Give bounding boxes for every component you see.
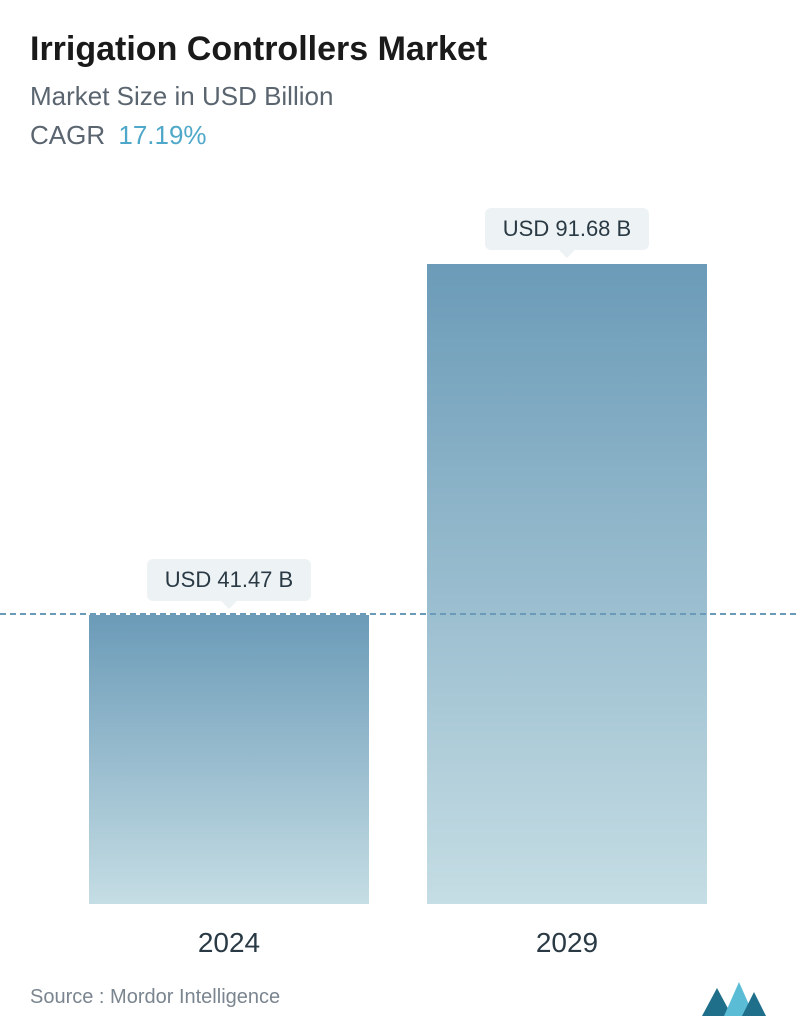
bar: [427, 264, 707, 904]
bar-value-label: USD 41.47 B: [147, 559, 311, 601]
bar-group: USD 41.47 B: [89, 559, 369, 904]
bars-container: USD 41.47 BUSD 91.68 B: [30, 264, 766, 904]
x-axis-labels: 2024 2029: [30, 927, 766, 959]
bar-group: USD 91.68 B: [427, 208, 707, 904]
x-axis-label: 2024: [89, 927, 369, 959]
logo-icon: [702, 978, 766, 1016]
bar-value-label: USD 91.68 B: [485, 208, 649, 250]
chart-subtitle: Market Size in USD Billion: [30, 81, 766, 112]
source-text: Source : Mordor Intelligence: [30, 986, 280, 1009]
bar: [89, 615, 369, 904]
x-axis-label: 2029: [427, 927, 707, 959]
footer: Source : Mordor Intelligence: [30, 978, 766, 1016]
chart-area: USD 41.47 BUSD 91.68 B 20242029: [30, 161, 766, 1034]
chart-title: Irrigation Controllers Market: [30, 30, 766, 69]
cagr-label: CAGR: [30, 120, 105, 150]
cagr-value: 17.19%: [118, 120, 206, 150]
cagr-row: CAGR 17.19%: [30, 120, 766, 151]
reference-line: [0, 613, 796, 615]
